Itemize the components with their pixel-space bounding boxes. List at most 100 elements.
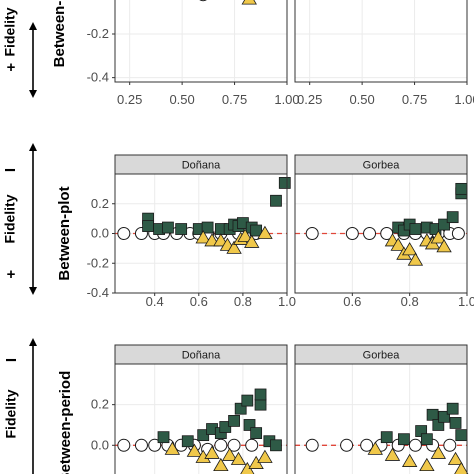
square-point (175, 223, 188, 235)
y-tick-label: 0.0 (91, 226, 109, 241)
x-tick-label: 0.6 (190, 294, 208, 309)
x-tick-label: 1.00 (454, 92, 474, 107)
square-point (157, 431, 170, 444)
x-tick-label: 1.00 (274, 92, 299, 107)
x-tick-label: 0.25 (297, 92, 322, 107)
facet-strip-label: Doñana (182, 350, 221, 362)
square-point (250, 224, 263, 237)
y-tick-label: 0.0 (91, 437, 109, 452)
square-point (250, 427, 263, 439)
square-point (438, 218, 450, 231)
triangle-point (407, 252, 424, 266)
panel-background (295, 0, 467, 82)
circle-point (117, 227, 131, 240)
square-point (181, 435, 194, 448)
x-tick-label: 0.25 (117, 92, 142, 107)
row-label: Between-plot (56, 186, 73, 280)
fidelity-label: Fidelity (3, 389, 19, 438)
triangle-point (419, 457, 435, 472)
facet-strip-label: Gorbea (363, 160, 401, 172)
square-point (455, 429, 468, 442)
triangle-point (401, 242, 418, 256)
triangle-point (430, 445, 447, 459)
square-point (398, 433, 410, 446)
triangle-point (257, 225, 273, 239)
facet-strip (294, 154, 468, 175)
circle-point (199, 0, 207, 2)
square-point (197, 429, 210, 442)
square-point (270, 194, 282, 207)
square-point (162, 221, 174, 234)
y-tick-label: -0.2 (87, 26, 109, 41)
square-point (380, 431, 393, 444)
triangle-point (226, 240, 242, 254)
x-tick-label: 0.6 (343, 294, 361, 309)
circle-point (227, 438, 241, 452)
y-tick-label: -0.4 (87, 285, 109, 300)
arrow-head-up (29, 22, 37, 30)
square-point (278, 177, 291, 189)
square-point (420, 433, 433, 446)
facet-strip (114, 344, 288, 365)
circle-point (363, 227, 377, 240)
triangle-point (447, 451, 464, 465)
square-point (254, 398, 267, 411)
circle-point (134, 438, 148, 452)
x-tick-label: 0.75 (402, 92, 427, 107)
circle-point (117, 438, 131, 452)
triangle-point (213, 457, 229, 472)
x-tick-label: 0.75 (222, 92, 247, 107)
square-point (449, 417, 462, 429)
circle-point (345, 227, 359, 240)
y-tick-label: -0.4 (87, 70, 109, 85)
circle-point (305, 227, 319, 240)
triangle-point (390, 237, 406, 251)
square-point (438, 410, 450, 423)
triangle-point (164, 441, 181, 455)
triangle-point (384, 447, 401, 461)
triangle-point (430, 230, 447, 244)
square-point (201, 221, 214, 234)
facet-strip (114, 154, 288, 175)
y-tick-label: -0.2 (87, 255, 109, 270)
square-point (228, 415, 240, 427)
fidelity-sign-low: + (7, 266, 16, 283)
y-tick-label: 0.2 (91, 397, 109, 412)
x-tick-label: 1.0 (278, 294, 296, 309)
square-point (426, 408, 439, 421)
triangle-point (195, 230, 211, 244)
triangle-point (454, 461, 469, 474)
circle-point (408, 438, 422, 452)
circle-point (451, 227, 465, 240)
square-point (254, 388, 267, 401)
square-point (455, 182, 468, 195)
triangle-point (237, 228, 253, 242)
triangle-point (230, 451, 247, 465)
square-point (142, 220, 154, 232)
panel-border (294, 0, 468, 83)
arrow-head-down (29, 90, 37, 98)
circle-point (214, 438, 228, 452)
triangle-point (401, 453, 418, 467)
square-point (446, 211, 459, 224)
circle-point (340, 438, 354, 452)
circle-point (305, 438, 319, 452)
row-label: Between-period (57, 371, 74, 474)
triangle-point (213, 233, 229, 247)
arrow-head-up (29, 143, 37, 151)
x-tick-label: 1.0 (458, 294, 474, 309)
triangle-point (186, 443, 203, 457)
circle-point (360, 438, 374, 452)
circle-point (245, 438, 259, 452)
square-point (241, 394, 254, 407)
fidelity-label: Fidelity (2, 7, 18, 56)
triangle-point (367, 441, 383, 455)
facet-strip-label: Doñana (182, 160, 221, 172)
square-point (219, 421, 232, 433)
square-point (409, 223, 422, 235)
circle-point (443, 438, 457, 452)
x-tick-label: 0.50 (169, 92, 194, 107)
triangle-point (244, 234, 260, 248)
square-point (446, 402, 459, 415)
triangle-point (241, 0, 257, 5)
